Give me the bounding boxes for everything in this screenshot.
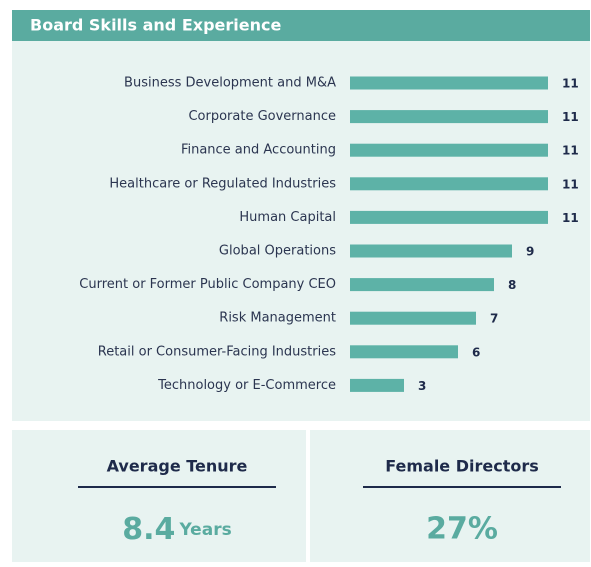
category-label: Technology or E-Commerce <box>157 378 336 393</box>
stat-label: Average Tenure <box>107 457 248 476</box>
category-label: Human Capital <box>239 210 336 225</box>
stat-unit: Years <box>178 520 231 540</box>
category-label: Global Operations <box>219 244 336 259</box>
value-label: 11 <box>562 77 579 91</box>
category-label: Corporate Governance <box>188 109 336 124</box>
bar <box>350 378 404 392</box>
bar <box>350 278 494 292</box>
bar <box>350 76 548 90</box>
stat-panel <box>12 430 306 562</box>
value-label: 11 <box>562 110 579 124</box>
chart-panel <box>12 41 590 421</box>
bar <box>350 110 548 124</box>
stat-number: 8.4 <box>122 512 175 547</box>
value-label: 11 <box>562 144 579 158</box>
value-label: 7 <box>490 312 498 326</box>
value-label: 6 <box>472 345 480 359</box>
bar <box>350 210 548 224</box>
category-label: Healthcare or Regulated Industries <box>109 176 336 191</box>
bars: Business Development and M&A 11 Corporate … <box>79 76 578 393</box>
category-label: Retail or Consumer-Facing Industries <box>98 344 336 359</box>
value-label: 9 <box>526 245 534 259</box>
header-bar <box>12 10 590 41</box>
category-label: Finance and Accounting <box>181 143 336 158</box>
bar <box>350 143 548 157</box>
bar <box>350 244 512 258</box>
category-label: Current or Former Public Company CEO <box>79 277 336 292</box>
stat-value: 27% <box>426 512 498 547</box>
bar <box>350 345 458 359</box>
stat-value: 8.4 Years <box>122 512 231 547</box>
bar <box>350 311 476 325</box>
bar <box>350 177 548 191</box>
category-label: Risk Management <box>219 311 336 326</box>
value-label: 8 <box>508 278 516 292</box>
value-label: 11 <box>562 177 579 191</box>
stat-panel <box>310 430 590 562</box>
category-label: Business Development and M&A <box>124 76 336 91</box>
chart-title: Board Skills and Experience <box>30 16 281 35</box>
value-label: 3 <box>418 379 426 393</box>
value-label: 11 <box>562 211 579 225</box>
stat-label: Female Directors <box>385 457 539 476</box>
